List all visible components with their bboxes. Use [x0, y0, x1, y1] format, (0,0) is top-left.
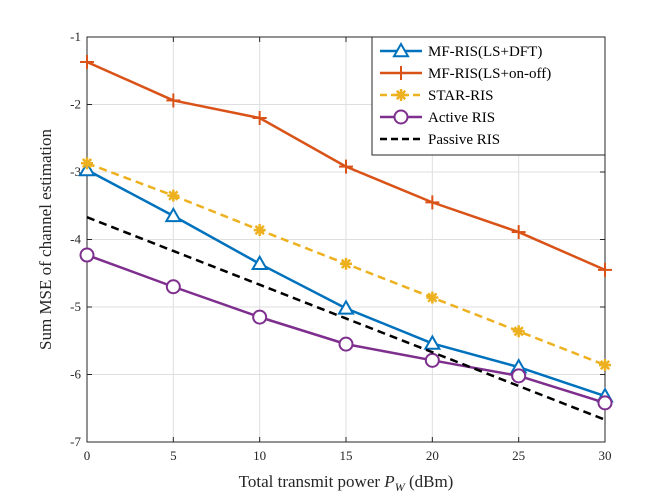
y-axis-label: Sum MSE of channel estimation [36, 129, 55, 350]
data-point-2-3 [340, 257, 352, 270]
x-tick-label: 15 [340, 448, 353, 463]
data-point-1-3 [339, 159, 353, 174]
axes: 0 5 10 15 20 25 30 -7 -6 -5 -4 -3 -2 -1 [70, 29, 611, 463]
series-group [78, 54, 614, 421]
y-tick-label: -2 [70, 97, 81, 112]
legend-box [371, 36, 606, 156]
data-point-2-0 [81, 157, 93, 170]
y-tick-label: -1 [70, 29, 81, 44]
data-point-3-6 [597, 395, 613, 411]
legend-label-0: MF-RIS(LS+DFT) [428, 44, 542, 60]
data-point-0-3 [337, 299, 355, 315]
data-point-2-4 [426, 291, 439, 304]
data-point-0-1 [164, 206, 183, 223]
y-tick-label: -6 [70, 367, 81, 382]
data-point-3-2 [252, 309, 268, 325]
data-point-3-0 [79, 247, 95, 263]
x-tick-label: 30 [599, 448, 612, 463]
data-point-2-5 [512, 325, 525, 338]
legend-marker-3 [393, 109, 409, 125]
legend-label-2: STAR-RIS [428, 88, 493, 104]
legend-label-3: Active RIS [428, 110, 495, 126]
data-point-1-0 [80, 54, 94, 69]
data-point-1-2 [252, 111, 267, 125]
legend: MF-RIS(LS+DFT) MF-RIS(LS+on-off) STAR-RIS A… [371, 36, 606, 156]
data-point-3-1 [165, 279, 181, 295]
data-point-3-4 [424, 352, 440, 368]
data-point-2-6 [599, 359, 611, 372]
legend-marker-1 [394, 66, 408, 80]
x-tick-label: 5 [170, 448, 177, 463]
x-tick-label: 10 [253, 448, 266, 463]
data-point-1-4 [425, 195, 440, 210]
data-point-1-6 [598, 262, 612, 277]
data-point-3-5 [511, 368, 527, 384]
data-point-3-3 [338, 336, 354, 352]
y-tick-label: -5 [70, 299, 81, 314]
legend-label-4: Passive RIS [428, 132, 500, 148]
x-axis-label: Total transmit power PW (dBm) [239, 472, 454, 494]
x-tick-label: 25 [512, 448, 525, 463]
data-point-2-1 [167, 189, 180, 202]
data-point-2-2 [253, 224, 266, 237]
legend-marker-2 [395, 89, 407, 101]
data-point-0-4 [423, 334, 442, 350]
data-point-1-5 [511, 225, 526, 240]
data-point-0-2 [250, 254, 269, 271]
y-tick-label: -7 [70, 434, 81, 449]
y-tick-label: -4 [70, 232, 81, 247]
x-tick-label: 0 [84, 448, 91, 463]
series-line-4 [86, 216, 606, 421]
x-tick-label: 20 [426, 448, 439, 463]
legend-marker-0 [392, 41, 410, 58]
data-point-1-1 [166, 93, 181, 108]
y-tick-label: -3 [70, 164, 81, 179]
legend-label-1: MF-RIS(LS+on-off) [428, 66, 551, 82]
